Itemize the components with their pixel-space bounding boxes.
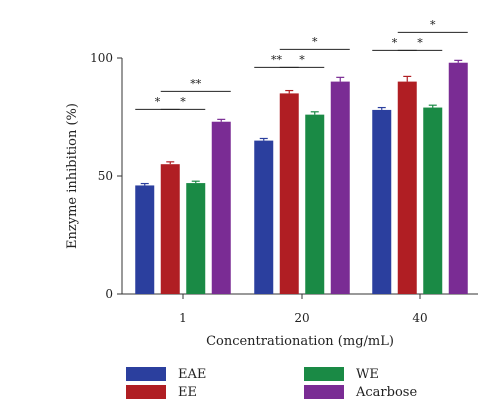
x-tick-label: 1	[179, 311, 187, 325]
y-tick-label: 0	[105, 287, 113, 301]
x-tick-label: 40	[412, 311, 427, 325]
significance-label: *	[180, 95, 186, 108]
significance-label: *	[299, 53, 305, 66]
legend-item-eae: EAE	[126, 366, 206, 382]
bar	[135, 185, 155, 294]
y-tick-label: 100	[90, 51, 113, 65]
bar	[279, 93, 299, 295]
legend-swatch-acarbose	[304, 385, 344, 399]
significance-label: **	[190, 77, 202, 90]
legend: EAE EE WE Acarbose	[126, 364, 426, 400]
bar	[186, 183, 206, 294]
bar	[211, 121, 231, 294]
significance-label: *	[312, 35, 318, 48]
bar	[423, 107, 443, 294]
legend-label-eae: EAE	[178, 366, 207, 382]
legend-swatch-eae	[126, 367, 166, 381]
y-axis-title: Enzyme inhibition (%)	[65, 103, 80, 249]
legend-swatch-we	[304, 367, 344, 381]
bar	[372, 109, 392, 294]
axes: 0 50 100 1 20 40	[90, 51, 478, 325]
bars	[135, 59, 468, 295]
significance-label: **	[271, 53, 283, 66]
legend-swatch-ee	[126, 385, 166, 399]
legend-item-acarbose: Acarbose	[304, 384, 417, 400]
significance-label: *	[392, 36, 398, 49]
legend-label-we: WE	[356, 366, 379, 382]
bar	[397, 81, 417, 294]
significance-label: *	[417, 36, 423, 49]
x-axis-title: Concentrationation (mg/mL)	[206, 334, 394, 349]
bar	[305, 114, 325, 294]
significance-brackets: * ***** ** * **	[135, 18, 468, 110]
bar	[448, 62, 468, 294]
significance-label: *	[155, 95, 161, 108]
x-tick-label: 20	[294, 311, 309, 325]
bar	[330, 81, 350, 294]
legend-label-acarbose: Acarbose	[356, 384, 418, 400]
y-tick-label: 50	[98, 169, 113, 183]
legend-label-ee: EE	[178, 384, 197, 400]
legend-item-we: WE	[304, 366, 379, 382]
significance-label: *	[430, 18, 436, 31]
legend-item-ee: EE	[126, 384, 197, 400]
bar	[160, 164, 180, 294]
bar	[254, 140, 274, 294]
